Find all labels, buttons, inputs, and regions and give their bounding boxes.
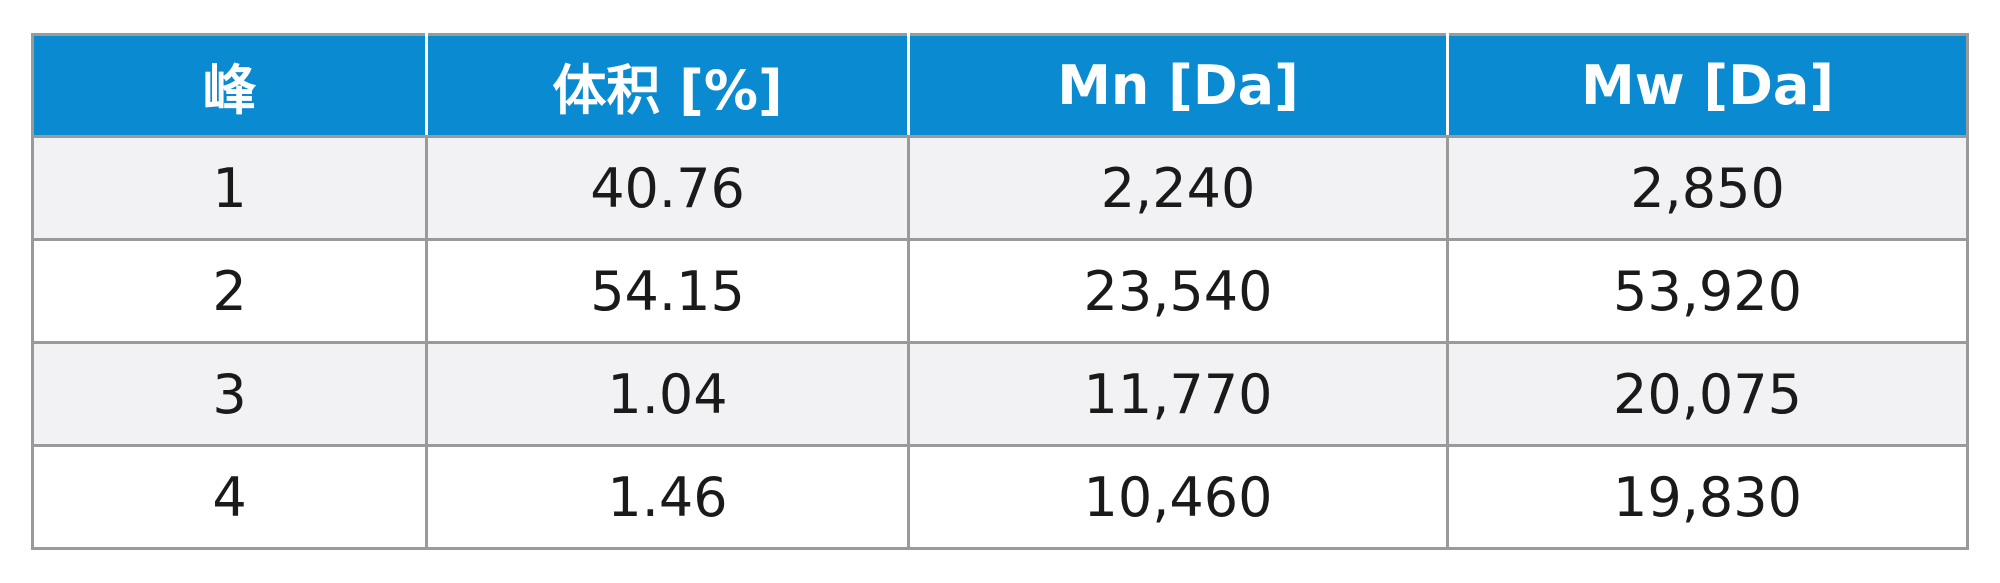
table-row: 4 1.46 10,460 19,830 <box>31 444 1969 550</box>
table-container: 峰体积 [%] Mn [Da] Mw [Da] 1 40.76 2,240 2,850 2 5… <box>31 33 1969 550</box>
table-cell: 40.76 <box>425 135 910 241</box>
data-table: 峰体积 [%] Mn [Da] Mw [Da] 1 40.76 2,240 2,850 2 5… <box>31 33 1969 550</box>
header-cell: 峰 <box>31 33 428 138</box>
table-cell: 11,770 <box>907 341 1449 447</box>
table-cell: 19,830 <box>1446 444 1969 550</box>
header-row: 峰体积 [%] Mn [Da] Mw [Da] <box>31 33 1969 138</box>
table-cell: 1.46 <box>425 444 910 550</box>
table-cell: 54.15 <box>425 238 910 344</box>
table-cell: 2,850 <box>1446 135 1969 241</box>
table-cell: 1 <box>31 135 428 241</box>
table-cell: 2,240 <box>907 135 1449 241</box>
table-cell: 20,075 <box>1446 341 1969 447</box>
table-cell: 23,540 <box>907 238 1449 344</box>
table-cell: 4 <box>31 444 428 550</box>
table-body: 1 40.76 2,240 2,850 2 54.15 23,540 53,920 3 1.04 1… <box>31 135 1969 550</box>
table-cell: 3 <box>31 341 428 447</box>
table-cell: 10,460 <box>907 444 1449 550</box>
table-cell: 53,920 <box>1446 238 1969 344</box>
table-cell: 2 <box>31 238 428 344</box>
header-cell: 体积 [%] <box>425 33 910 138</box>
table-row: 3 1.04 11,770 20,075 <box>31 341 1969 447</box>
table-row: 1 40.76 2,240 2,850 <box>31 135 1969 241</box>
table-row: 2 54.15 23,540 53,920 <box>31 238 1969 344</box>
header-cell: Mn [Da] <box>907 33 1449 138</box>
table-head: 峰体积 [%] Mn [Da] Mw [Da] <box>31 33 1969 138</box>
table-cell: 1.04 <box>425 341 910 447</box>
header-cell: Mw [Da] <box>1446 33 1969 138</box>
